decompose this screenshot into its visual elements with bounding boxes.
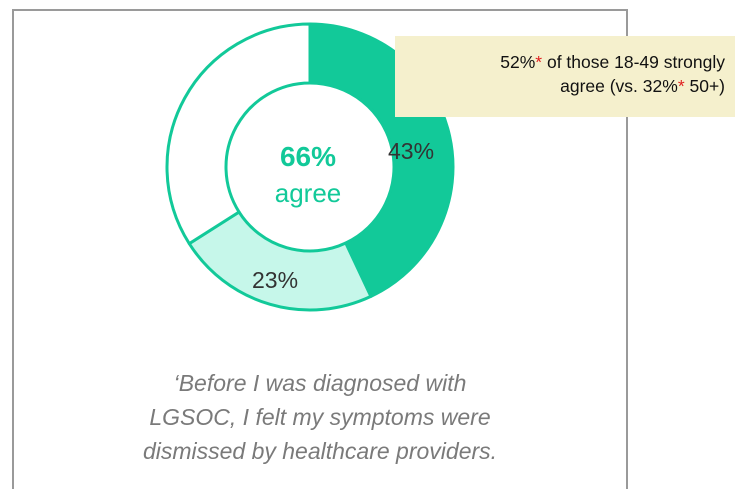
slice-label-strongly-agree: 43% — [388, 138, 435, 164]
quote-line-2: LGSOC, I felt my symptoms were — [149, 404, 491, 430]
quote-text: ‘Before I was diagnosed with LGSOC, I fe… — [60, 366, 580, 468]
callout-value-1: 52% — [500, 52, 536, 72]
callout-asterisk-2: * — [677, 76, 685, 96]
slice-somewhat-agree — [187, 210, 373, 312]
callout-line-2: agree (vs. 32%* 50+) — [405, 74, 725, 98]
slice-label-somewhat-agree: 23% — [252, 267, 299, 293]
slice-remainder — [165, 22, 312, 246]
callout-text-3: 50+) — [684, 76, 725, 96]
callout-box: 52%* of those 18-49 strongly agree (vs. … — [395, 36, 735, 117]
donut-center-label: agree — [274, 178, 342, 208]
quote-line-3: dismissed by healthcare providers. — [142, 438, 498, 464]
callout-line-1: 52%* of those 18-49 strongly — [405, 50, 725, 74]
callout-text-1: of those 18-49 strongly — [542, 52, 725, 72]
donut-center-value: 66% — [279, 141, 337, 172]
quote-line-1: ‘Before I was diagnosed with — [173, 370, 467, 396]
card-border — [12, 9, 628, 489]
callout-asterisk-1: * — [535, 52, 543, 72]
callout-text-2: agree (vs. 32% — [560, 76, 678, 96]
